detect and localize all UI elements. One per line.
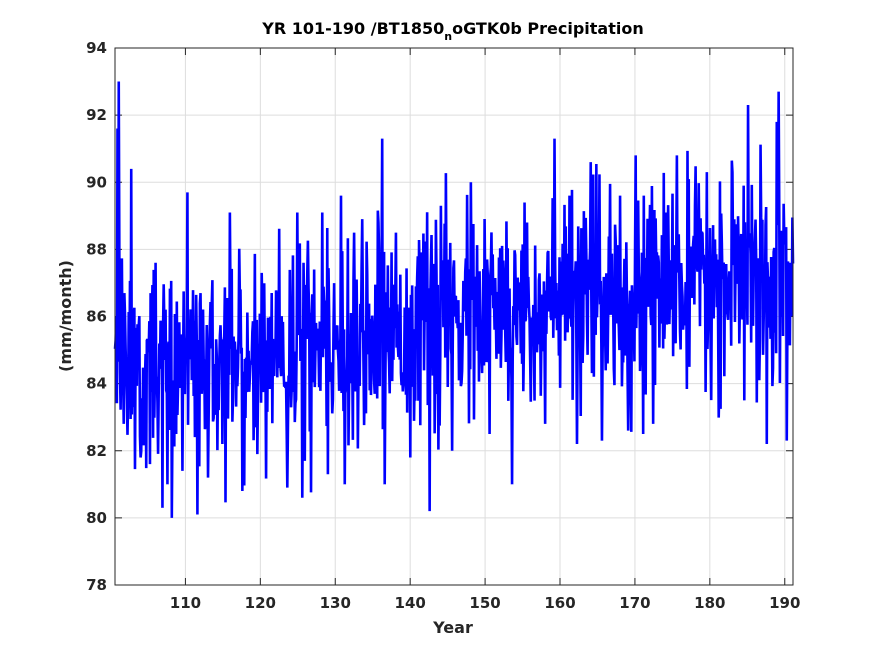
x-tick-label: 170 bbox=[619, 594, 650, 612]
x-tick-label: 120 bbox=[245, 594, 276, 612]
y-tick-label: 86 bbox=[86, 308, 107, 326]
y-tick-label: 92 bbox=[86, 106, 107, 124]
y-tick-label: 84 bbox=[86, 375, 107, 393]
y-tick-label: 94 bbox=[86, 39, 107, 57]
x-tick-label: 110 bbox=[170, 594, 201, 612]
precipitation-series-line bbox=[113, 81, 795, 518]
y-tick-label: 80 bbox=[86, 509, 107, 527]
chart-title: YR 101-190 /BT1850noGTK0b Precipitation bbox=[261, 19, 643, 43]
chart-title-subscript: n bbox=[444, 30, 452, 43]
chart-title-main: YR 101-190 /BT1850 bbox=[261, 19, 444, 38]
x-tick-label: 180 bbox=[694, 594, 725, 612]
axes-box bbox=[114, 47, 794, 586]
x-tick-label: 140 bbox=[395, 594, 426, 612]
chart-title-rest: oGTK0b Precipitation bbox=[452, 19, 644, 38]
x-tick-label: 130 bbox=[320, 594, 351, 612]
x-tick-label: 150 bbox=[469, 594, 500, 612]
series-group bbox=[113, 81, 795, 518]
y-tick-labels: 78 80 82 84 86 88 90 92 94 bbox=[86, 39, 107, 594]
y-tick-label: 78 bbox=[86, 576, 107, 594]
y-tick-label: 88 bbox=[86, 240, 107, 258]
y-axis-label: (mm/month) bbox=[56, 260, 75, 372]
y-tick-label: 90 bbox=[86, 173, 107, 191]
x-tick-label: 190 bbox=[769, 594, 800, 612]
x-tick-label: 160 bbox=[544, 594, 575, 612]
x-tick-labels: 110 120 130 140 150 160 170 180 190 bbox=[170, 594, 801, 612]
x-axis-label: Year bbox=[432, 618, 473, 637]
y-tick-label: 82 bbox=[86, 442, 107, 460]
